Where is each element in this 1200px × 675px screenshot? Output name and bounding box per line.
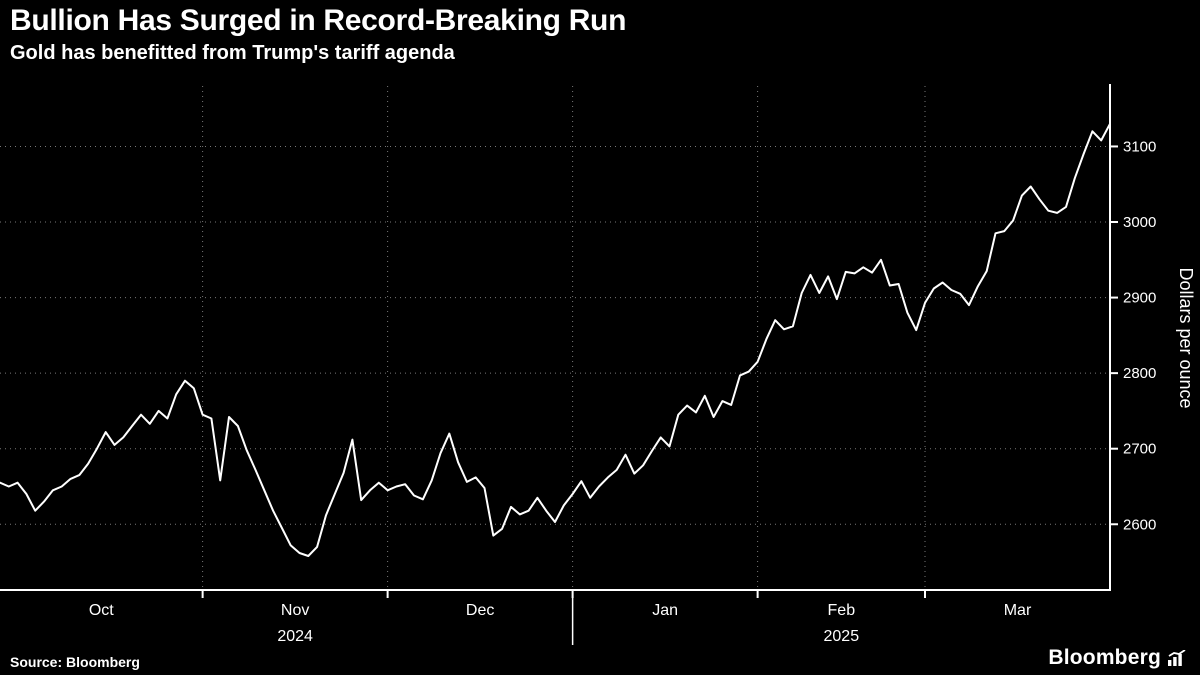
x-month-label: Dec bbox=[466, 602, 494, 619]
x-year-label: 2025 bbox=[824, 628, 860, 645]
chart-header: Bullion Has Surged in Record-Breaking Ru… bbox=[10, 4, 1190, 65]
chart-title: Bullion Has Surged in Record-Breaking Ru… bbox=[10, 4, 627, 37]
x-month-label: Feb bbox=[828, 602, 856, 619]
bloomberg-logo: Bloomberg bbox=[1048, 646, 1186, 670]
y-tick-label: 3000 bbox=[1123, 214, 1156, 231]
bloomberg-wordmark: Bloomberg bbox=[1048, 646, 1161, 669]
source-credit: Source: Bloomberg bbox=[10, 654, 140, 670]
x-month-label: Nov bbox=[281, 602, 309, 619]
x-month-label: Mar bbox=[1004, 602, 1032, 619]
y-tick-label: 2900 bbox=[1123, 290, 1156, 307]
bloomberg-chart-icon bbox=[1168, 650, 1186, 666]
x-month-label: Jan bbox=[652, 602, 678, 619]
price-line bbox=[0, 122, 1111, 557]
chart-footer: Source: Bloomberg Bloomberg bbox=[10, 646, 1186, 670]
y-axis-title: Dollars per ounce bbox=[1176, 267, 1196, 408]
x-month-label: Oct bbox=[89, 602, 114, 619]
gold-price-line-chart: 2600 2700 2800 2900 3000 3100 Oct Nov Dec Jan Feb M… bbox=[0, 84, 1196, 645]
y-tick-label: 2700 bbox=[1123, 441, 1156, 458]
chart-subtitle: Gold has benefitted from Trump's tariff … bbox=[10, 41, 455, 64]
y-tick-label: 3100 bbox=[1123, 138, 1156, 155]
y-tick-label: 2600 bbox=[1123, 516, 1156, 533]
y-tick-label: 2800 bbox=[1123, 365, 1156, 382]
x-year-label: 2024 bbox=[277, 628, 313, 645]
